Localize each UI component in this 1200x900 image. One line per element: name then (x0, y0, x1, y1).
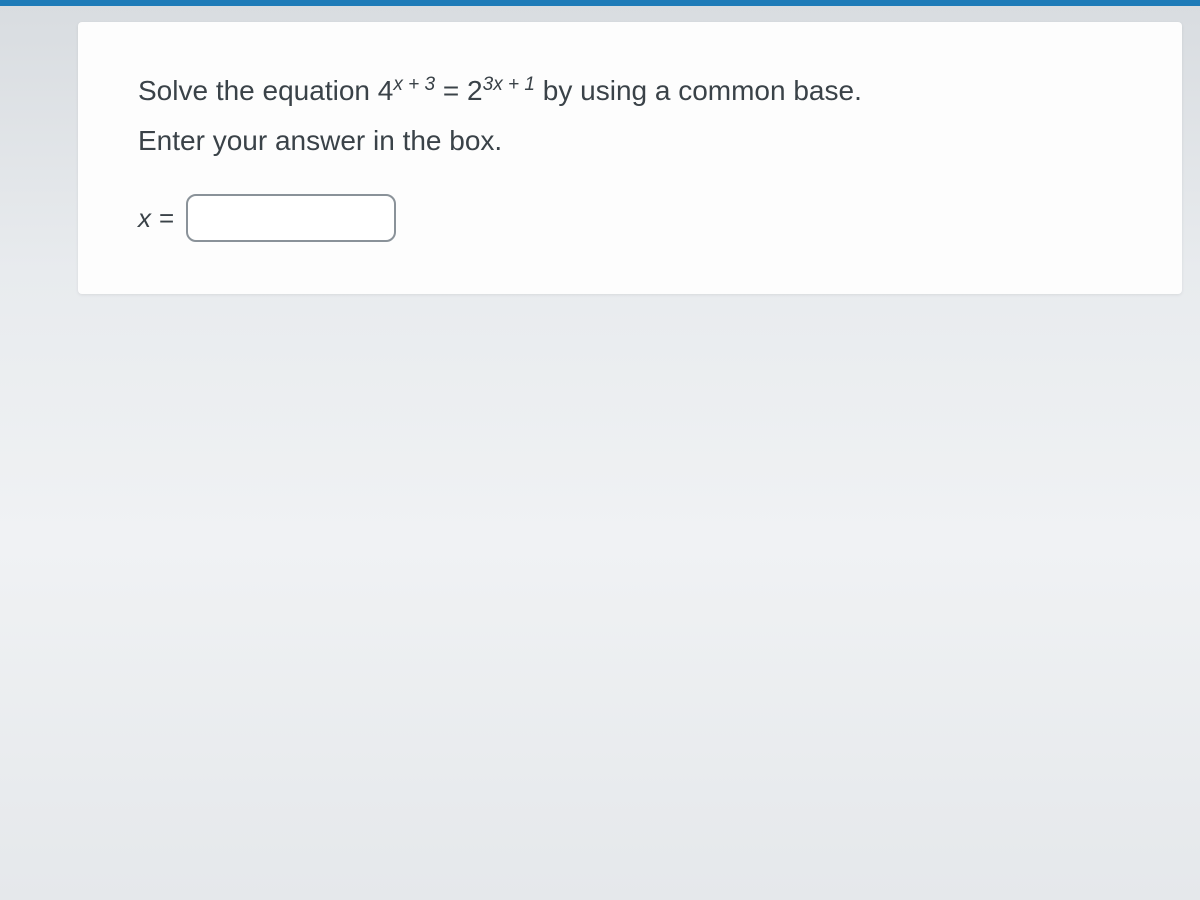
lhs-exp-var: x (393, 74, 403, 95)
lhs-exponent: x + 3 (393, 74, 435, 95)
instruction-text: Enter your answer in the box. (138, 120, 1122, 162)
rhs-exp-coef: 3 (483, 74, 494, 95)
equals-sign: = (435, 75, 467, 106)
rhs-base: 2 (467, 75, 483, 106)
rhs-exp-var: x (493, 74, 503, 95)
answer-row: x = (138, 194, 1122, 242)
question-prefix: Solve the equation (138, 75, 378, 106)
lhs-exp-op: + 3 (403, 74, 435, 95)
answer-input[interactable] (186, 194, 396, 242)
question-text: Solve the equation 4x + 3 = 23x + 1 by u… (138, 70, 1122, 112)
rhs-exponent: 3x + 1 (483, 74, 535, 95)
answer-equals-sign: = (159, 203, 174, 234)
lhs-base: 4 (378, 75, 394, 106)
top-accent-bar (0, 0, 1200, 6)
question-suffix: by using a common base. (535, 75, 862, 106)
rhs-exp-op: + 1 (503, 74, 535, 95)
question-card: Solve the equation 4x + 3 = 23x + 1 by u… (78, 22, 1182, 294)
answer-variable-label: x (138, 203, 151, 234)
